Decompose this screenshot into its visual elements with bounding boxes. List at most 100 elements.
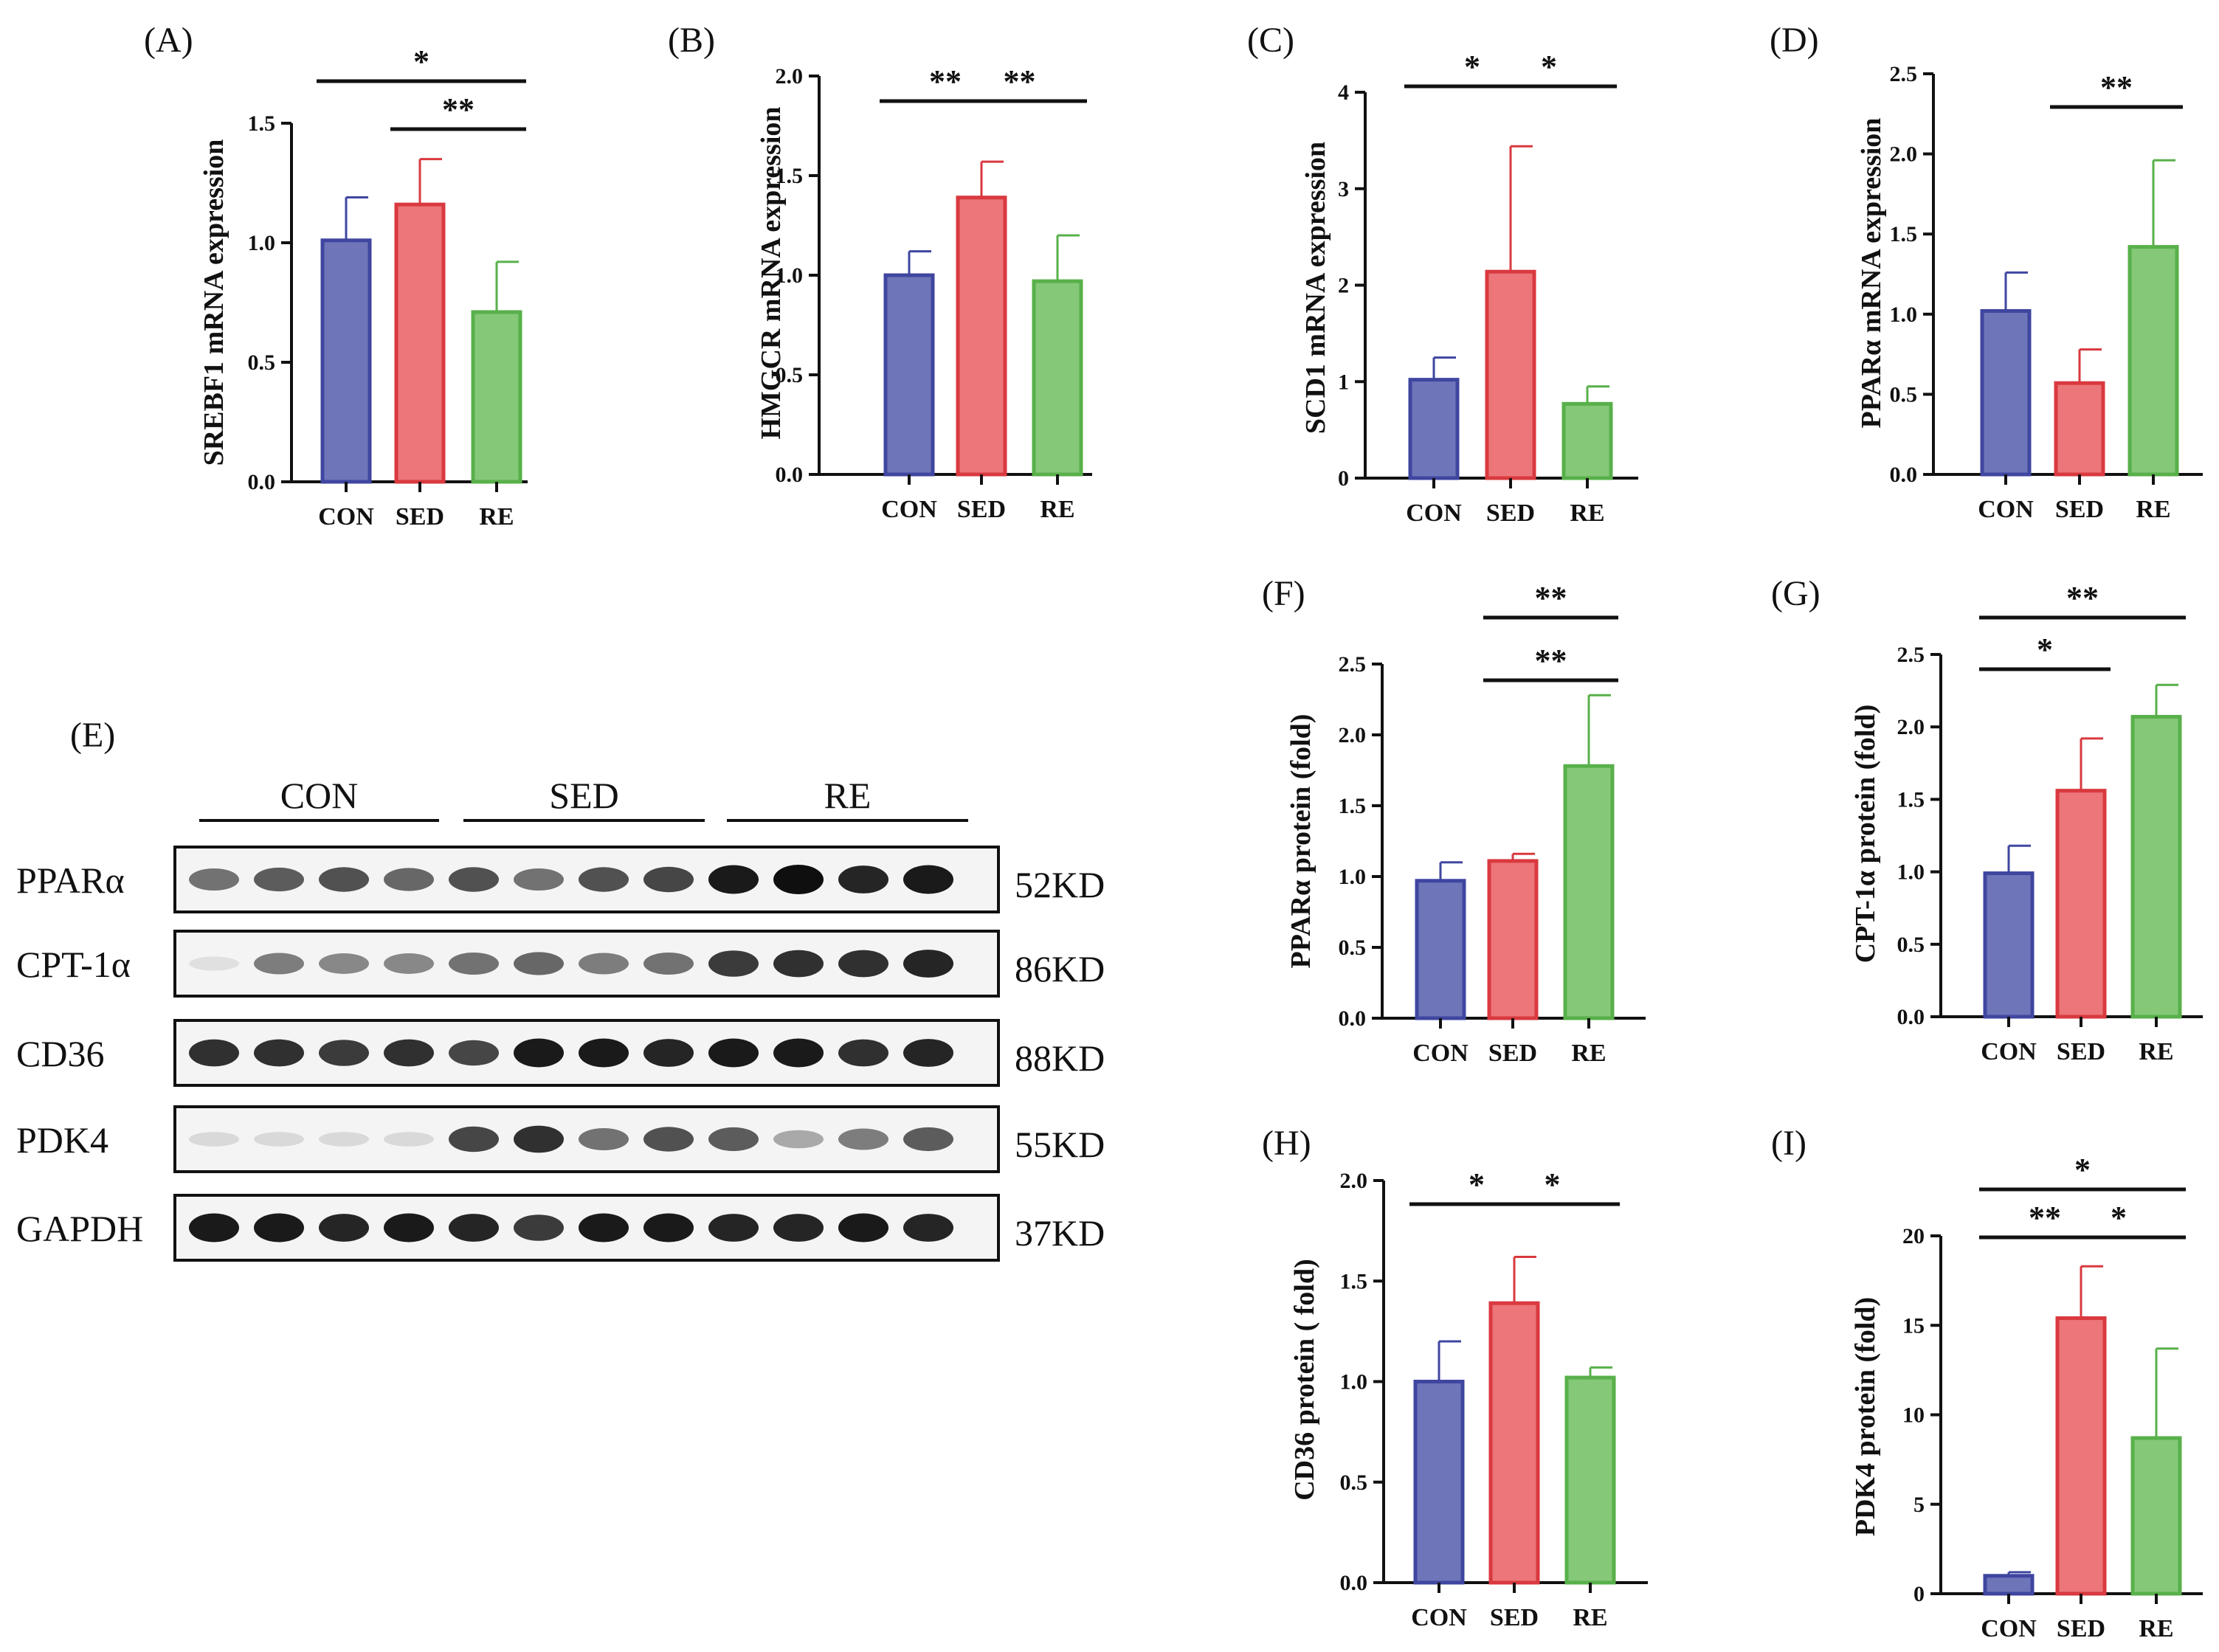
x-category-label: RE: [1040, 496, 1074, 523]
bar-con: [883, 273, 935, 477]
blot-band: [514, 868, 564, 891]
significance-label: *: [1541, 49, 1557, 85]
bar-sed: [1485, 269, 1536, 480]
y-tick-label: 0.5: [248, 350, 276, 375]
bar-con: [320, 238, 372, 484]
blot-band: [903, 1127, 953, 1152]
blot-band: [189, 1132, 239, 1147]
blot-band: [838, 1128, 888, 1150]
y-tick-label: 2.0: [1339, 723, 1367, 747]
blot-row-cpt1: CPT-1α 86KD: [16, 930, 1105, 998]
panel-letter: (G): [1771, 574, 1821, 613]
panel-letter: (E): [70, 716, 115, 755]
y-tick-label: 2.0: [1340, 1169, 1368, 1193]
y-tick-label: 1.0: [1339, 865, 1367, 889]
blot-band: [319, 1132, 369, 1147]
y-tick-label: 2.5: [1890, 62, 1918, 86]
blot-band: [449, 1040, 499, 1066]
blot-band: [384, 1132, 434, 1147]
y-tick-label: 1.0: [1890, 303, 1918, 327]
bar-re: [2130, 1436, 2182, 1596]
x-category-label: SED: [2057, 1615, 2105, 1642]
y-tick-label: 0.5: [1890, 382, 1918, 407]
y-tick-label: 15: [1902, 1313, 1925, 1338]
blot-band: [643, 1039, 694, 1067]
blot-band: [254, 1039, 304, 1067]
blot-band: [903, 1039, 953, 1067]
molecular-weight-label: 55KD: [1015, 1124, 1105, 1165]
x-category-label: RE: [2139, 1038, 2173, 1065]
blot-band: [319, 1214, 369, 1242]
blot-band: [384, 1039, 434, 1067]
blot-band: [773, 1214, 824, 1242]
significance-label: **: [2029, 1200, 2061, 1236]
y-tick-label: 1.5: [1897, 787, 1925, 812]
protein-label: PDK4: [16, 1119, 108, 1161]
y-tick-label: 0.0: [776, 463, 804, 487]
blot-band: [449, 1214, 499, 1242]
blot-band: [384, 1213, 434, 1243]
y-tick-label: 1.5: [1340, 1269, 1368, 1293]
y-tick-label: 0.0: [248, 470, 276, 494]
blot-band: [254, 953, 304, 975]
blot-band: [579, 1038, 629, 1068]
blot-band: [708, 865, 759, 894]
blot-band: [708, 1214, 759, 1242]
significance-label: *: [1464, 49, 1480, 85]
x-category-label: RE: [1573, 1604, 1607, 1631]
significance-label: **: [1004, 63, 1036, 100]
y-tick-label: 1.0: [248, 231, 276, 255]
significance-label: *: [2111, 1200, 2127, 1236]
blot-band: [449, 952, 499, 975]
y-axis-title: HMGCR mRNA expression: [756, 106, 787, 439]
y-tick-label: 2.5: [1897, 643, 1925, 667]
protein-label: PPARα: [16, 860, 125, 901]
y-axis-title: CPT-1α protein (fold): [1850, 705, 1881, 964]
y-axis-title: PDK4 protein (fold): [1850, 1297, 1881, 1536]
blot-band: [773, 1130, 824, 1149]
significance-label: *: [1545, 1167, 1561, 1203]
blot-band: [838, 950, 888, 978]
y-tick-label: 0.5: [1340, 1470, 1368, 1495]
molecular-weight-label: 86KD: [1015, 948, 1105, 989]
blot-band: [189, 868, 239, 891]
x-category-label: RE: [2139, 1615, 2173, 1642]
blot-band: [903, 950, 953, 978]
x-category-label: SED: [1488, 1040, 1537, 1067]
y-tick-label: 2.0: [1897, 715, 1925, 739]
x-category-label: RE: [2136, 496, 2170, 523]
y-tick-label: 2.5: [1339, 652, 1367, 677]
bar-sed: [2054, 381, 2105, 477]
chart-panel-f: (F) 0.0 0.5 1.0 1.5 2.0 2.5 PPARα protein (fold…: [1262, 574, 1646, 1067]
y-tick-label: 5: [1913, 1493, 1925, 1517]
chart-panel-h: (H) 0.0 0.5 1.0 1.5 2.0 CD36 protein ( fold) CO…: [1262, 1124, 1648, 1631]
y-tick-label: 1.0: [1340, 1370, 1368, 1394]
group-label-sed: SED: [549, 775, 618, 816]
protein-label: CPT-1α: [16, 944, 131, 985]
y-tick-label: 0.5: [1339, 936, 1367, 960]
x-category-label: SED: [2055, 496, 2104, 523]
blot-band: [579, 867, 629, 892]
y-tick-label: 3: [1338, 177, 1349, 201]
y-tick-label: 0: [1913, 1582, 1925, 1606]
blot-band: [643, 866, 694, 893]
chart-panel-a: (A) 0.0 0.5 1.0 1.5 SREBF1 mRNA expression CON…: [144, 21, 528, 530]
significance-label: *: [2074, 1152, 2091, 1188]
molecular-weight-label: 52KD: [1015, 864, 1105, 905]
blot-band: [838, 1039, 888, 1067]
bar-con: [1408, 378, 1460, 480]
bar-sed: [394, 202, 446, 484]
x-category-label: SED: [396, 503, 444, 530]
blot-band: [449, 867, 499, 892]
y-tick-label: 1.5: [1890, 222, 1918, 246]
y-axis-title: PPARα protein (fold): [1285, 714, 1316, 969]
x-category-label: SED: [957, 496, 1006, 523]
bar-re: [1564, 1375, 1616, 1585]
significance-label: *: [2037, 632, 2053, 668]
blot-band: [708, 950, 759, 977]
bar-sed: [956, 196, 1007, 477]
blot-band: [319, 867, 369, 892]
significance-label: **: [2100, 69, 2133, 106]
bar-con: [1980, 308, 2032, 477]
